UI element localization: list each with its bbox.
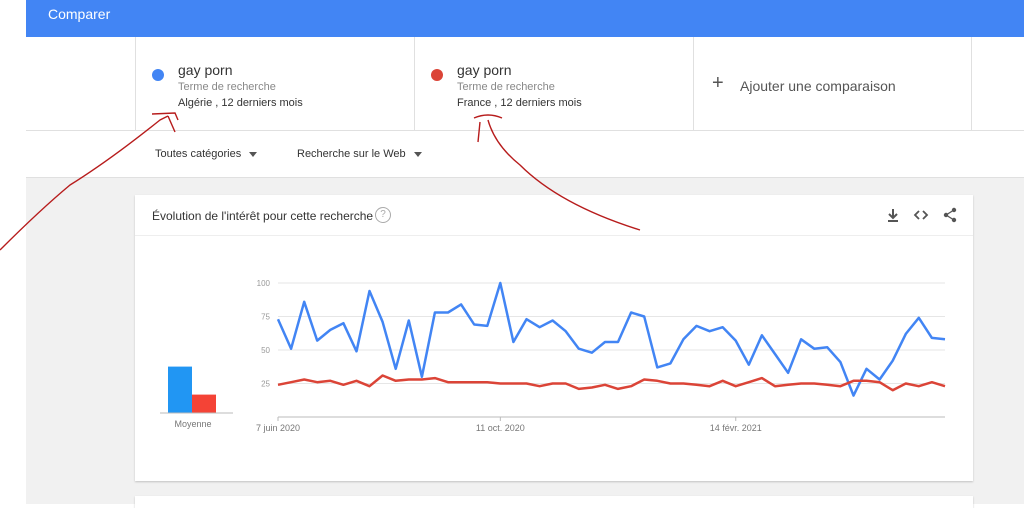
y-tick-label: 25	[261, 380, 270, 389]
download-icon[interactable]	[885, 207, 901, 223]
term-scope[interactable]: Algérie , 12 derniers mois	[178, 97, 303, 109]
term-name: gay porn	[178, 62, 233, 78]
term-name: gay porn	[457, 62, 512, 78]
series-dot-red	[431, 69, 443, 81]
average-bar-red	[192, 394, 216, 413]
term-scope[interactable]: France , 12 derniers mois	[457, 97, 582, 109]
card-title: Évolution de l'intérêt pour cette recher…	[152, 209, 374, 223]
chevron-down-icon	[413, 151, 422, 157]
next-card	[135, 496, 973, 508]
chart-gridlines: 25 50 75 100	[257, 279, 945, 418]
y-tick-label: 50	[261, 346, 270, 355]
chart-series	[276, 281, 946, 397]
compare-header: Comparer	[26, 0, 1024, 37]
series-dot-blue	[152, 69, 164, 81]
term-card-1[interactable]: gay porn Terme de recherche Algérie , 12…	[135, 37, 414, 130]
term-type: Terme de recherche	[457, 81, 555, 93]
plus-icon: +	[712, 72, 724, 94]
term-type: Terme de recherche	[178, 81, 276, 93]
chevron-down-icon	[249, 151, 258, 157]
average-bars: Moyenne	[160, 366, 233, 429]
filters-bar: Toutes catégories Recherche sur le Web	[26, 131, 1024, 178]
help-icon[interactable]: ?	[375, 207, 391, 223]
interest-chart: Moyenne 25 50 75 100 7 juin 2020 11 oct. 202…	[160, 279, 946, 433]
search-type-label: Recherche sur le Web	[297, 148, 406, 160]
y-tick-label: 100	[257, 279, 271, 288]
y-tick-label: 75	[261, 313, 270, 322]
x-tick-label: 7 juin 2020	[256, 423, 300, 433]
series-line-blue[interactable]	[276, 281, 946, 397]
add-comparison-label: Ajouter une comparaison	[740, 78, 896, 94]
term-card-2[interactable]: gay porn Terme de recherche France , 12 …	[414, 37, 693, 130]
header-title: Comparer	[48, 6, 111, 22]
interest-over-time-card: Évolution de l'intérêt pour cette recher…	[135, 195, 973, 481]
x-tick-label: 11 oct. 2020	[476, 423, 525, 433]
average-bar-blue	[168, 366, 192, 413]
share-icon[interactable]	[942, 207, 958, 223]
series-line-red[interactable]	[277, 374, 946, 392]
average-label: Moyenne	[174, 419, 211, 429]
search-type-dropdown[interactable]: Recherche sur le Web	[297, 148, 422, 160]
embed-icon[interactable]	[913, 207, 929, 223]
add-comparison-button[interactable]: + Ajouter une comparaison	[693, 37, 972, 130]
x-tick-label: 14 févr. 2021	[710, 423, 762, 433]
category-label: Toutes catégories	[155, 148, 242, 160]
terms-bar: gay porn Terme de recherche Algérie , 12…	[26, 37, 1024, 131]
category-dropdown[interactable]: Toutes catégories	[155, 148, 258, 160]
x-axis: 7 juin 2020 11 oct. 2020 14 févr. 2021	[256, 417, 762, 433]
card-divider	[135, 235, 973, 236]
left-margin	[0, 0, 26, 504]
